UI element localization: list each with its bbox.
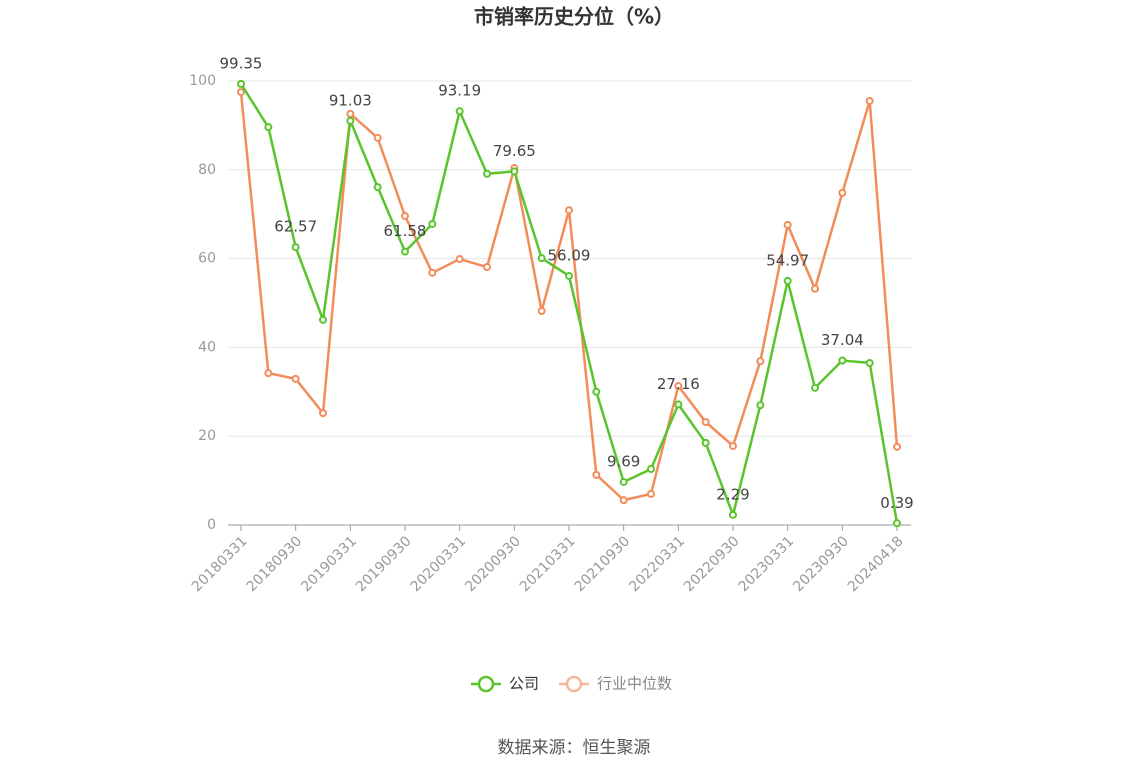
point: [674, 382, 683, 391]
x-tick-label: 20200331: [408, 533, 470, 595]
point: [865, 358, 874, 367]
point: [237, 88, 245, 97]
legend-marker: [477, 675, 495, 693]
x-tick-label: 20180331: [189, 533, 251, 595]
x-tick-label: 20210331: [517, 533, 579, 595]
y-tick-label: 100: [189, 73, 216, 89]
y-tick-label: 40: [198, 339, 216, 355]
y-tick-label: 80: [198, 162, 216, 178]
x-tick-label: 20190331: [298, 533, 360, 595]
series-line: [239, 83, 899, 524]
point: [701, 417, 710, 426]
x-tick-label: 20190930: [353, 533, 415, 595]
point: [401, 247, 409, 256]
point: [619, 496, 628, 505]
point: [237, 79, 245, 88]
data-label: 93.19: [438, 82, 481, 100]
point: [811, 284, 819, 293]
data-label: 9.69: [607, 452, 640, 470]
point: [592, 470, 601, 479]
data-label: 61.58: [384, 222, 427, 240]
legend-label: 行业中位数: [597, 675, 672, 693]
x-tick-label: 20230930: [790, 533, 852, 595]
legend-item[interactable]: 行业中位数: [559, 675, 672, 693]
x-tick-label: 20230331: [736, 533, 798, 595]
point: [483, 169, 491, 178]
point: [428, 219, 437, 228]
point: [373, 183, 382, 192]
point: [838, 356, 847, 365]
point: [756, 401, 765, 410]
point: [455, 107, 464, 116]
point: [674, 400, 683, 409]
point: [291, 374, 300, 383]
data-label: 27.16: [657, 375, 700, 393]
point: [729, 510, 737, 519]
point: [401, 211, 409, 220]
source: 数据来源：恒生聚源: [498, 738, 651, 758]
data-label: 54.97: [766, 251, 809, 269]
y-tick-label: 20: [198, 428, 216, 444]
data-label: 62.57: [274, 218, 317, 236]
y-tick-label: 0: [207, 517, 216, 533]
x-tick-label: 20180930: [244, 533, 306, 595]
point: [565, 206, 573, 215]
point: [838, 188, 847, 197]
point: [319, 315, 327, 324]
point: [373, 133, 382, 142]
x-tick-label: 20220331: [626, 533, 688, 595]
point: [893, 519, 901, 528]
point: [319, 409, 327, 418]
point: [291, 243, 300, 252]
point: [483, 263, 491, 272]
legend-item[interactable]: 公司: [471, 675, 539, 693]
x-tick-label: 20210930: [572, 533, 634, 595]
series-line: [239, 91, 899, 502]
x-tick-label: 20220930: [681, 533, 743, 595]
data-label: 37.04: [821, 331, 864, 349]
point: [865, 96, 874, 105]
point: [537, 254, 546, 263]
data-label: 99.35: [220, 54, 263, 72]
x-tick-label: 20240418: [845, 533, 907, 595]
data-label: 0.39: [880, 494, 913, 512]
point: [346, 116, 355, 125]
point: [264, 123, 273, 132]
point: [729, 441, 737, 450]
point: [346, 109, 355, 118]
legend-label: 公司: [509, 675, 539, 693]
data-label: 91.03: [329, 91, 372, 109]
point: [264, 369, 273, 378]
point: [893, 442, 901, 451]
point: [510, 167, 519, 176]
data-label: 2.29: [716, 485, 749, 503]
data-label: 79.65: [493, 142, 536, 160]
point: [428, 268, 437, 277]
point: [455, 255, 464, 264]
point: [565, 271, 573, 280]
point: [592, 387, 601, 396]
point: [537, 306, 546, 315]
point: [619, 477, 628, 486]
point: [701, 438, 710, 447]
data-label: 56.09: [548, 246, 591, 264]
point: [647, 465, 655, 474]
legend-marker: [565, 675, 583, 693]
point: [756, 357, 765, 366]
y-tick-label: 60: [198, 251, 216, 267]
point: [783, 276, 792, 285]
chart-title: 市销率历史分位（%）: [474, 5, 674, 29]
x-tick-label: 20200930: [462, 533, 524, 595]
point: [783, 220, 792, 229]
point: [811, 383, 819, 392]
point: [647, 489, 655, 498]
